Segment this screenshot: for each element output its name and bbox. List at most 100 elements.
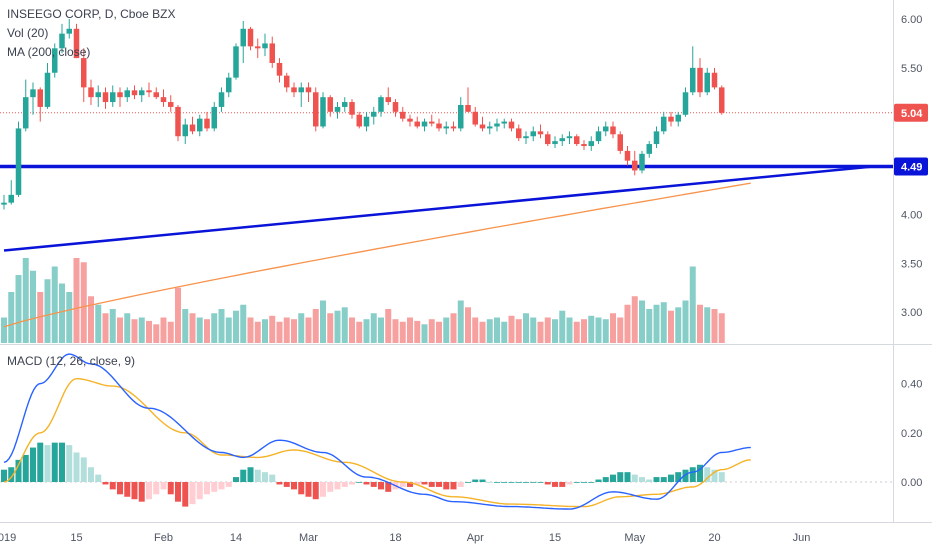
candle-body xyxy=(646,144,652,154)
candle-body xyxy=(632,160,638,171)
volume-bar xyxy=(102,313,109,343)
candle-body xyxy=(581,144,587,147)
macd-histogram-bar xyxy=(697,464,703,482)
candle-body xyxy=(139,90,145,96)
time-axis-tick: Apr xyxy=(467,532,484,544)
macd-histogram-bar xyxy=(588,482,595,483)
macd-histogram-bar xyxy=(131,482,138,500)
volume-bar xyxy=(523,313,529,343)
candle-body xyxy=(342,102,348,107)
macd-histogram-bar xyxy=(559,482,566,487)
macd-histogram-bar xyxy=(399,482,406,487)
macd-histogram-bar xyxy=(153,482,160,495)
macd-histogram-bar xyxy=(407,482,413,487)
macd-histogram-bar xyxy=(59,442,65,482)
volume-bar xyxy=(117,317,123,343)
macd-histogram-bar xyxy=(414,482,421,485)
macd-histogram-bar xyxy=(718,472,725,482)
candle-body xyxy=(639,153,645,171)
candle-body xyxy=(610,126,616,135)
candle-body xyxy=(1,202,7,205)
macd-histogram-bar xyxy=(610,474,616,482)
volume-bar xyxy=(8,292,15,343)
candle-body xyxy=(711,72,718,88)
volume-bar xyxy=(370,313,377,343)
candle-body xyxy=(624,150,631,161)
candle-body xyxy=(363,116,370,127)
candle-body xyxy=(95,92,101,98)
macd-histogram-bar xyxy=(8,467,15,482)
candle-body xyxy=(552,141,558,145)
macd-histogram-bar xyxy=(450,482,457,490)
level-price-tag: 4.49 xyxy=(901,162,922,174)
macd-histogram-bar xyxy=(211,482,218,492)
volume-bar xyxy=(682,300,689,343)
macd-histogram-bar xyxy=(124,482,131,497)
volume-bar xyxy=(552,319,558,343)
macd-histogram-bar xyxy=(283,482,290,487)
time-axis-tick: 15 xyxy=(549,532,561,544)
macd-histogram-bar xyxy=(262,472,268,482)
macd-histogram-bar xyxy=(631,474,638,482)
legend-macd: MACD (12, 26, close, 9) xyxy=(7,354,136,368)
macd-histogram-bar xyxy=(428,482,435,487)
macd-histogram-bar xyxy=(276,482,283,485)
volume-bar xyxy=(341,307,348,343)
volume-bar xyxy=(80,262,87,343)
candle-body xyxy=(385,97,391,103)
volume-bar xyxy=(668,310,674,343)
macd-histogram-bar xyxy=(385,482,392,492)
volume-bar xyxy=(639,300,645,343)
volume-bar xyxy=(479,321,486,343)
price-axis-tick: 5.50 xyxy=(901,63,922,75)
volume-bar xyxy=(624,304,631,343)
candle-body xyxy=(226,77,232,93)
macd-histogram-bar xyxy=(537,482,544,483)
volume-bar xyxy=(653,304,660,343)
volume-bar xyxy=(602,319,609,343)
time-axis-tick: 18 xyxy=(389,532,401,544)
candle-body xyxy=(566,136,573,139)
volume-bar xyxy=(189,313,196,343)
candle-body xyxy=(305,87,312,93)
time-axis-tick: 2019 xyxy=(0,532,16,544)
macd-histogram-bar xyxy=(44,445,51,482)
volume-bar xyxy=(617,317,624,343)
candle-body xyxy=(284,75,290,88)
candle-body xyxy=(88,87,94,98)
candle-body xyxy=(52,48,58,73)
volume-bar xyxy=(508,315,515,343)
volume-bar xyxy=(443,317,450,343)
candle-body xyxy=(682,92,689,115)
volume-bar xyxy=(225,317,232,343)
candle-body xyxy=(15,128,22,195)
volume-bar xyxy=(109,309,116,343)
macd-histogram-bar xyxy=(305,482,312,497)
candle-body xyxy=(501,121,507,124)
macd-histogram-bar xyxy=(617,472,624,482)
volume-bar xyxy=(305,317,312,343)
macd-histogram-bar xyxy=(639,477,645,482)
candle-body xyxy=(429,121,435,124)
candle-body xyxy=(719,87,725,113)
candle-body xyxy=(30,89,36,98)
macd-histogram-bar xyxy=(240,469,247,482)
candle-body xyxy=(240,28,246,47)
candle-body xyxy=(392,102,399,112)
candle-body xyxy=(559,138,565,142)
candle-body xyxy=(211,106,217,129)
candle-body xyxy=(523,136,529,139)
macd-histogram-bar xyxy=(1,469,7,482)
macd-histogram-bar xyxy=(653,477,660,482)
volume-bar xyxy=(530,317,537,343)
volume-bar xyxy=(247,317,254,343)
candle-body xyxy=(690,67,696,93)
volume-bar xyxy=(356,321,363,343)
volume-bar xyxy=(646,309,653,343)
volume-bar xyxy=(211,313,218,343)
volume-bar xyxy=(378,317,384,343)
candle-body xyxy=(479,124,486,129)
macd-histogram-bar xyxy=(66,445,73,482)
macd-pane xyxy=(0,353,893,510)
